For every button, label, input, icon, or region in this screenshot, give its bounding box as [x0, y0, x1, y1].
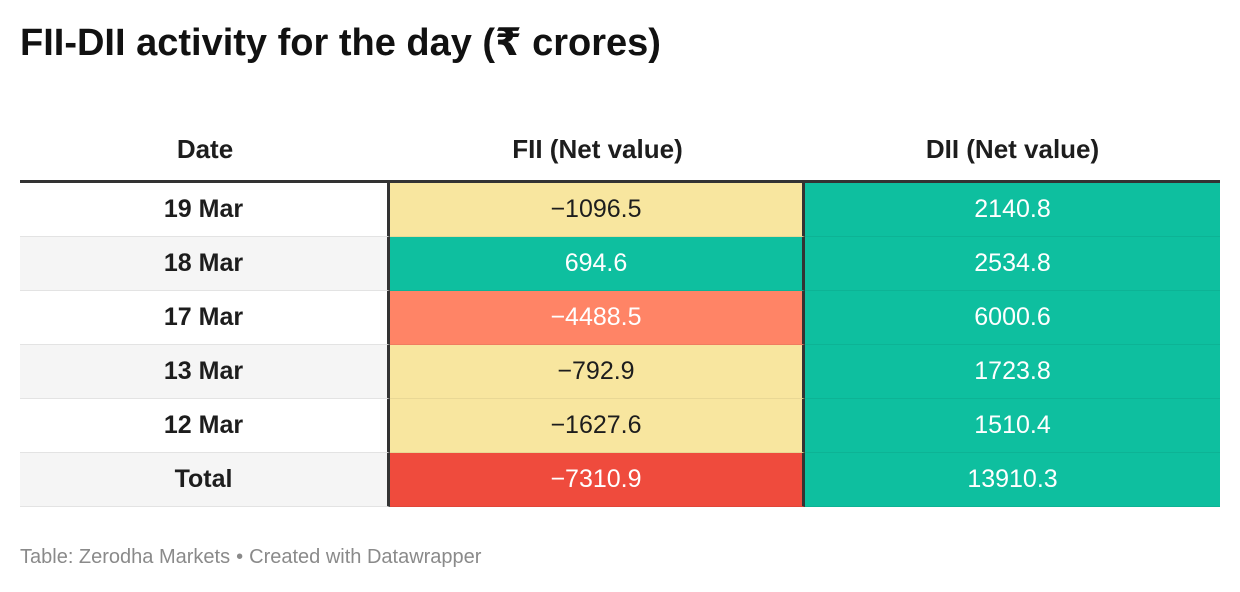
- dii-value-cell: 13910.3: [805, 453, 1220, 507]
- fii-value-cell: −4488.5: [390, 291, 805, 345]
- footer-separator: •: [236, 546, 244, 568]
- column-header-dii: DII (Net value): [925, 133, 1100, 164]
- dii-value-cell: 1723.8: [805, 345, 1220, 399]
- dii-value-cell: 6000.6: [805, 291, 1220, 345]
- fii-dii-table: Date FII (Net value) DII (Net value) 19 …: [20, 118, 1220, 507]
- date-cell: 17 Mar: [20, 291, 390, 345]
- dii-value-cell: 2140.8: [805, 183, 1220, 237]
- date-cell: 18 Mar: [20, 237, 390, 291]
- column-header-date: Date: [176, 133, 234, 164]
- table-row: 13 Mar −792.9 1723.8: [20, 345, 1220, 399]
- date-cell: 12 Mar: [20, 399, 390, 453]
- source-note: Table: Zerodha Markets: [20, 546, 231, 568]
- credit-note: Created with Datawrapper: [249, 546, 482, 568]
- dii-value-cell: 1510.4: [805, 399, 1220, 453]
- fii-value-cell: −7310.9: [390, 453, 805, 507]
- column-header-fii: FII (Net value): [512, 133, 683, 164]
- date-cell: 13 Mar: [20, 345, 390, 399]
- table-row: 17 Mar −4488.5 6000.6: [20, 291, 1220, 345]
- chart-title: FII-DII activity for the day (₹ crores): [20, 22, 661, 64]
- table-footer: Table: Zerodha Markets • Created with Data…: [20, 546, 481, 569]
- fii-value-cell: −792.9: [390, 345, 805, 399]
- fii-value-cell: −1096.5: [390, 183, 805, 237]
- table-header: Date FII (Net value) DII (Net value): [20, 118, 1220, 183]
- table-row-total: Total −7310.9 13910.3: [20, 453, 1220, 507]
- table-body: 19 Mar −1096.5 2140.8 18 Mar 694.6 2534.8 17 M…: [20, 183, 1220, 507]
- fii-value-cell: 694.6: [390, 237, 805, 291]
- date-cell: 19 Mar: [20, 183, 390, 237]
- dii-value-cell: 2534.8: [805, 237, 1220, 291]
- table-row: 19 Mar −1096.5 2140.8: [20, 183, 1220, 237]
- date-cell: Total: [20, 453, 390, 507]
- table-row: 12 Mar −1627.6 1510.4: [20, 399, 1220, 453]
- fii-value-cell: −1627.6: [390, 399, 805, 453]
- table-row: 18 Mar 694.6 2534.8: [20, 237, 1220, 291]
